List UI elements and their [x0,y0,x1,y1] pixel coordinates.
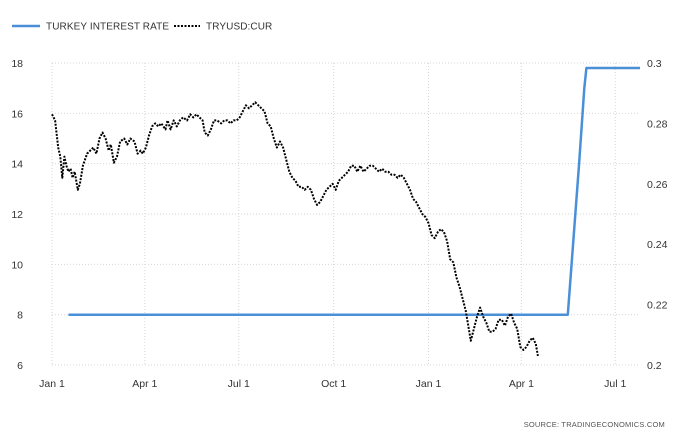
y-right-tick-label: 0.3 [647,58,662,70]
legend: TURKEY INTEREST RATE TRYUSD:CUR [12,22,272,33]
y-right-tick-label: 0.28 [647,118,668,130]
x-tick-label: Apr 1 [132,378,157,390]
source-label: SOURCE: TRADINGECONOMICS.COM [524,420,665,429]
y-left-tick-label: 10 [11,259,23,271]
series-line-turkey-interest-rate [68,66,640,316]
series-layer [51,66,640,357]
grid [51,62,640,366]
y-left-tick-label: 14 [11,159,23,171]
y-left-tick-label: 8 [17,310,23,322]
legend-label-tryusd: TRYUSD:CUR [206,22,272,33]
legend-label-interest-rate: TURKEY INTEREST RATE [46,22,169,33]
y-right-tick-label: 0.22 [647,300,668,312]
x-tick-label: Jul 1 [604,378,626,390]
y-left-tick-label: 16 [11,108,23,120]
x-tick-label: Jul 1 [228,378,250,390]
y-left-tick-label: 18 [11,58,23,70]
x-tick-label: Oct 1 [321,378,346,390]
x-tick-label: Jan 1 [39,378,65,390]
series-line-tryusd [51,101,539,357]
x-tick-label: Jan 1 [416,378,442,390]
y-left-tick-label: 12 [11,209,23,221]
x-tick-label: Apr 1 [509,378,534,390]
axis-labels: 6 8 10 12 14 16 18 0.2 0.22 0.24 0.26 0.28 0.3 Jan 1 A… [11,58,667,390]
y-right-tick-label: 0.2 [647,360,662,372]
y-right-tick-label: 0.24 [647,239,668,251]
y-left-tick-label: 6 [17,360,23,372]
y-right-tick-label: 0.26 [647,179,668,191]
